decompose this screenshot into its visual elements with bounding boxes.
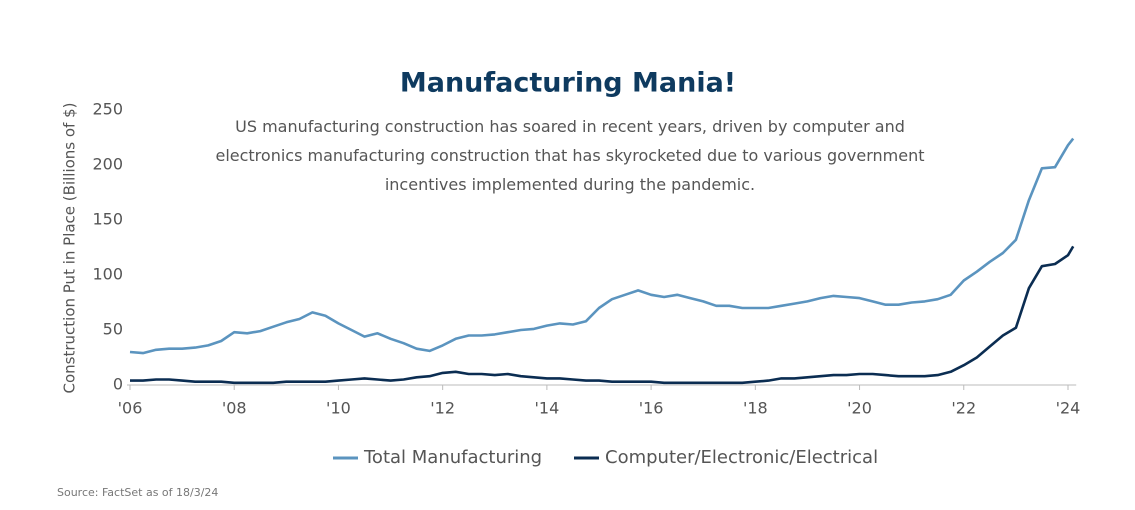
source: Source: FactSet as of 18/3/24 [57, 486, 218, 499]
x-tick-label: '06 [118, 399, 143, 418]
series-line [129, 137, 1075, 355]
x-tick-label: '24 [1056, 399, 1081, 418]
y-tick-label: 100 [92, 265, 123, 284]
y-tick-label: 200 [92, 155, 123, 174]
chart-title: Manufacturing Mania! [400, 68, 736, 99]
y-axis-label: Construction Put in Place (Billions of $… [61, 102, 79, 393]
subtitle: US manufacturing construction has soared… [215, 117, 925, 194]
x-tick-label: '22 [951, 399, 976, 418]
y-tick-label: 0 [113, 375, 123, 394]
legend-label: Computer/Electronic/Electrical [605, 447, 878, 468]
x-tick-label: '10 [326, 399, 351, 418]
y-tick-label: 250 [92, 100, 123, 119]
series-line [130, 245, 1075, 385]
x-tick-label: '18 [743, 399, 768, 418]
x-tick-label: '14 [535, 399, 560, 418]
y-tick-label: 150 [92, 210, 123, 229]
y-tick-label: 50 [103, 320, 123, 339]
x-tick-label: '12 [430, 399, 455, 418]
x-tick-label: '08 [222, 399, 247, 418]
legend-label: Total Manufacturing [363, 447, 542, 468]
x-tick-label: '16 [639, 399, 664, 418]
x-tick-label: '20 [847, 399, 872, 418]
